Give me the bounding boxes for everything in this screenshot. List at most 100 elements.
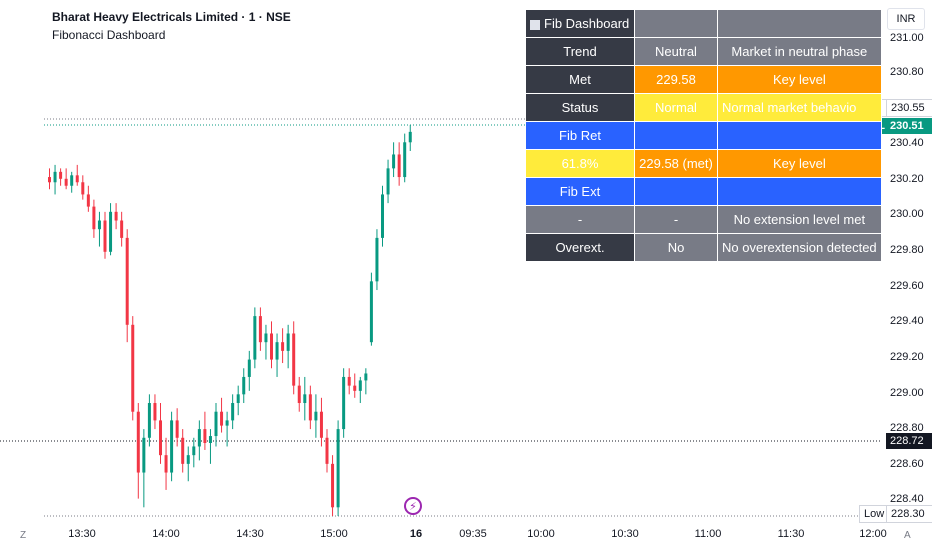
candle-body xyxy=(275,342,279,360)
price-tick: 228.40 xyxy=(890,493,924,505)
candle-body xyxy=(175,420,179,438)
candle-body xyxy=(364,373,368,381)
time-tick: 11:30 xyxy=(777,528,805,540)
candle-body xyxy=(64,178,68,186)
price-tick: 230.80 xyxy=(890,66,924,78)
price-tick: 229.20 xyxy=(890,351,924,363)
candle-body xyxy=(81,182,85,195)
time-tick: 13:30 xyxy=(68,528,96,540)
table-row: Fib Dashboard xyxy=(526,10,881,37)
chart-icon xyxy=(530,19,540,30)
time-tick: 15:00 xyxy=(320,528,348,540)
candle-body xyxy=(258,316,262,343)
candle-body xyxy=(336,429,340,508)
time-tick: 14:00 xyxy=(152,528,180,540)
candle-body xyxy=(303,394,307,404)
table-cell: Met xyxy=(526,66,634,93)
table-cell: No xyxy=(635,234,717,261)
candle-body xyxy=(236,394,240,404)
candle-body xyxy=(153,403,157,421)
candle-body xyxy=(386,168,390,195)
price-tick: 228.80 xyxy=(890,422,924,434)
candle-body xyxy=(325,437,329,464)
candle-body xyxy=(281,342,285,351)
price-tick: 229.00 xyxy=(890,387,924,399)
candle-body xyxy=(70,175,74,186)
candle-body xyxy=(103,220,107,252)
candle-body xyxy=(48,177,51,183)
dashboard-title: Fib Dashboard xyxy=(544,16,630,31)
time-tick: 10:30 xyxy=(611,528,639,540)
candle-body xyxy=(292,333,296,386)
high-value-tag: 230.55 xyxy=(886,99,932,117)
candle-body xyxy=(97,220,101,230)
auto-scale-button[interactable]: A xyxy=(904,530,911,541)
candle-body xyxy=(192,446,196,456)
candle-body xyxy=(203,429,207,443)
table-row: Met 229.58 Key level xyxy=(526,66,881,93)
time-tick: 11:00 xyxy=(694,528,722,540)
currency-button[interactable]: INR xyxy=(887,8,925,30)
candle-body xyxy=(59,171,63,179)
price-tick: 230.00 xyxy=(890,208,924,220)
table-cell: No overextension detected xyxy=(718,234,881,261)
candle-body xyxy=(408,131,412,143)
candle-body xyxy=(369,281,373,343)
table-cell xyxy=(718,178,881,205)
table-cell xyxy=(635,122,717,149)
candle-body xyxy=(147,403,151,438)
zoom-reset-button[interactable]: Z xyxy=(20,530,27,541)
candle-body xyxy=(208,436,212,443)
candle-body xyxy=(242,376,246,395)
table-cell xyxy=(635,10,717,37)
candle-body xyxy=(142,437,146,473)
candle-body xyxy=(86,194,90,207)
table-row: Overext. No No overextension detected xyxy=(526,234,881,261)
price-tick: 231.00 xyxy=(890,32,924,44)
candle-body xyxy=(247,359,251,377)
table-row: 61.8% 229.58 (met) Key level xyxy=(526,150,881,177)
low-value-tag: 228.30 xyxy=(886,505,932,523)
candle-body xyxy=(53,171,57,183)
candle-body xyxy=(120,220,124,238)
table-row: Trend Neutral Market in neutral phase xyxy=(526,38,881,65)
table-cell: - xyxy=(526,206,634,233)
table-cell: Normal market behavio xyxy=(718,94,881,121)
candle-body xyxy=(297,385,301,404)
price-tick: 229.40 xyxy=(890,315,924,327)
table-row: Fib Ext xyxy=(526,178,881,205)
table-cell xyxy=(635,178,717,205)
time-tick: 09:35 xyxy=(459,528,487,540)
fib-dashboard-table: Fib Dashboard Trend Neutral Market in ne… xyxy=(525,9,882,262)
low-label-tag: Low xyxy=(859,505,890,523)
candle-body xyxy=(314,411,318,421)
price-tick: 230.40 xyxy=(890,137,924,149)
level-price-tag: 228.72 xyxy=(886,433,932,449)
table-cell: - xyxy=(635,206,717,233)
table-cell: Status xyxy=(526,94,634,121)
candle-body xyxy=(347,376,351,386)
price-tick: 229.80 xyxy=(890,244,924,256)
indicator-name[interactable]: Fibonacci Dashboard xyxy=(52,28,166,42)
candle-body xyxy=(214,411,218,437)
time-tick: 12:00 xyxy=(859,528,887,540)
candle-body xyxy=(170,420,174,473)
candle-body xyxy=(331,463,335,508)
candle-body xyxy=(264,333,268,343)
chart-title[interactable]: Bharat Heavy Electricals Limited · 1 · N… xyxy=(52,10,291,24)
flash-icon[interactable]: ⚡ xyxy=(404,497,422,515)
table-cell: 61.8% xyxy=(526,150,634,177)
candle-body xyxy=(286,333,290,351)
table-cell: Key level xyxy=(718,150,881,177)
candle-body xyxy=(403,142,407,178)
candle-body xyxy=(125,237,129,325)
candle-body xyxy=(186,455,190,464)
table-cell: Fib Ext xyxy=(526,178,634,205)
table-row: Status Normal Normal market behavio xyxy=(526,94,881,121)
candle-body xyxy=(75,175,79,183)
candle-body xyxy=(131,324,135,412)
candle-body xyxy=(342,376,346,430)
time-tick: 14:30 xyxy=(236,528,264,540)
